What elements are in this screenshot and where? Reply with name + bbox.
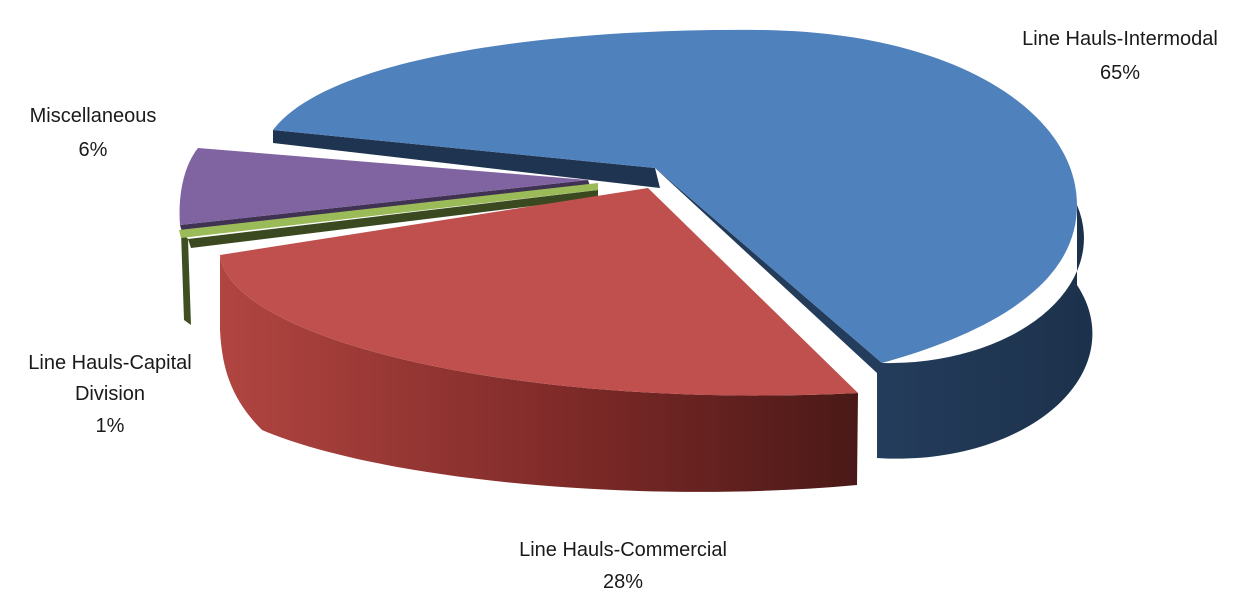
slice-side xyxy=(181,232,191,325)
slice-top xyxy=(220,188,858,396)
slice-side xyxy=(220,255,858,492)
label-miscellaneous: Miscellaneous xyxy=(30,105,157,127)
slice-side xyxy=(188,190,598,248)
value-miscellaneous: 6% xyxy=(79,139,108,161)
slice-line-hauls-intermodal xyxy=(273,29,1093,459)
slice-top xyxy=(273,29,1077,364)
slice-top xyxy=(179,148,589,225)
slice-top xyxy=(179,183,598,238)
label-line-hauls-capital-line1: Line Hauls-Capital xyxy=(28,352,191,374)
label-line-hauls-commercial: Line Hauls-Commercial xyxy=(519,539,727,561)
label-line-hauls-capital-line2: Division xyxy=(75,383,145,405)
data-labels: Line Hauls-Intermodal 65% Line Hauls-Com… xyxy=(28,28,1218,593)
value-line-hauls-intermodal: 65% xyxy=(1100,62,1140,84)
slice-line-hauls-commercial xyxy=(220,188,858,492)
value-line-hauls-capital: 1% xyxy=(96,415,125,437)
slice-line-hauls-capital-division xyxy=(179,183,598,325)
label-line-hauls-intermodal: Line Hauls-Intermodal xyxy=(1022,28,1218,50)
slice-inner-side xyxy=(273,130,660,188)
value-line-hauls-commercial: 28% xyxy=(603,571,643,593)
slice-side xyxy=(655,168,1093,459)
